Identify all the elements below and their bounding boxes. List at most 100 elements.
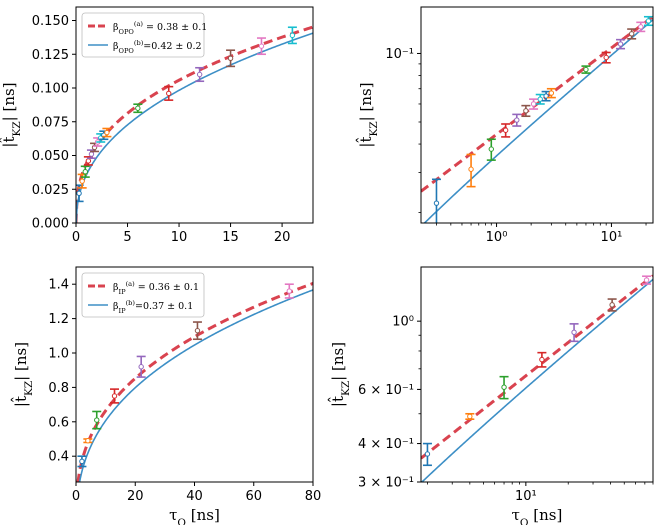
legend: βOPO(a) = 0.38 ± 0.1 βOPO(b)=0.42 ± 0.2 [81,12,207,58]
data-marker [643,277,650,283]
data-marker [289,32,296,39]
data-marker [85,158,92,164]
data-marker [111,393,118,399]
data-point [465,412,475,421]
y-tick-label: 1.2 [48,312,69,327]
data-point [601,51,611,64]
data-point [80,165,90,178]
x-axis-label: τQ [ns] [512,506,563,525]
legend-box [81,12,205,58]
data-point [486,138,496,161]
y-tick-label: 10⁻¹ [385,47,414,62]
data-point [541,90,551,102]
data-marker [571,329,577,336]
plot-frame [420,266,654,483]
x-tick-label: 40 [186,489,203,504]
data-marker [424,451,431,457]
data-point [226,49,236,68]
x-tick-label: 10¹ [515,489,537,504]
y-tick-label: 0.8 [48,381,69,396]
data-point [627,28,637,40]
y-tick-label: 0.075 [32,115,69,130]
data-marker [537,96,543,102]
data-marker [194,327,201,334]
data-point [92,410,102,430]
fit-line-b [78,289,313,482]
data-point [616,38,626,50]
data-point [521,104,531,118]
panel-top-right: 10⁰ 10¹ 10⁻¹ |t̂KZ| [ns] [356,6,654,245]
data-marker [79,458,85,465]
data-marker [467,413,473,420]
y-axis-label: |t̂KZ| [ns] [11,342,35,407]
data-marker [583,66,589,73]
data-point [643,15,653,27]
data-marker [76,190,82,197]
legend-box [81,272,205,318]
plot-area [76,282,313,482]
y-tick-label: 6 × 10⁻¹ [358,383,414,398]
data-marker [645,18,652,24]
data-point [256,37,266,56]
y-tick-label: 0.150 [32,14,69,29]
data-point [195,66,205,83]
legend-entry-a: βIP(a) = 0.36 ± 0.1 [113,280,199,296]
data-marker [468,166,474,172]
x-tick-label: 10¹ [601,230,623,245]
y-tick-label: 10⁰ [392,315,414,330]
data-point [546,87,556,99]
x-tick-label: 0 [72,230,80,245]
data-point [501,123,511,138]
x-axis-label: τQ [ns] [169,506,220,525]
fit-line-b [423,19,653,223]
data-marker [104,129,110,136]
data-point [607,298,617,312]
y-axis-label: |t̂KZ| [ns] [0,82,23,147]
data-marker [286,288,292,294]
x-tick-label: 20 [274,230,291,245]
x-tick-label: 15 [222,230,239,245]
data-point [77,173,87,189]
x-tick-label: 0 [72,489,80,504]
data-point [642,275,652,285]
fit-line-a [421,274,653,460]
panel-bottom-left: 0 20 40 60 80 0.4 0.6 0.8 1.0 1.2 1.4 |t̂KZ| [ns] τQ… [11,266,321,525]
data-point [431,178,441,223]
data-marker [82,169,88,175]
data-marker [603,54,609,61]
data-marker [135,105,141,111]
data-marker [227,55,234,61]
data-point [466,153,476,188]
y-axis-label: |t̂KZ| [ns] [328,342,352,407]
legend-entry-b: βOPO(b)=0.42 ± 0.2 [113,39,202,55]
data-point [569,323,579,343]
y-tick-label: 0.025 [32,183,69,198]
legend-entry-a: βOPO(a) = 0.38 ± 0.1 [113,20,207,36]
panel-bottom-right: 10¹ 3 × 10⁻¹ 4 × 10⁻¹ 6 × 10⁻¹ 10⁰ |t̂KZ| [ns… [328,266,654,525]
data-point [164,85,174,101]
data-marker [94,417,100,423]
plot-frame [420,6,654,224]
data-point [284,283,294,299]
data-marker [79,178,85,184]
plot-area [76,25,313,223]
x-tick-label: 5 [123,230,131,245]
y-tick-label: 0.050 [32,149,69,164]
data-point [83,438,93,444]
data-point [512,113,522,127]
data-marker [166,90,172,97]
data-point [529,98,539,110]
y-tick-label: 1.0 [48,347,69,362]
legend-entry-b: βIP(b)=0.37 ± 0.1 [113,299,193,315]
data-marker [196,71,203,78]
data-point [535,93,545,105]
data-point [636,21,646,33]
y-tick-label: 4 × 10⁻¹ [358,437,414,452]
data-point [192,321,202,341]
data-point [287,26,297,45]
data-marker [88,151,95,157]
data-point [136,355,146,378]
x-tick-label: 60 [245,489,262,504]
y-tick-label: 0.125 [32,48,69,63]
